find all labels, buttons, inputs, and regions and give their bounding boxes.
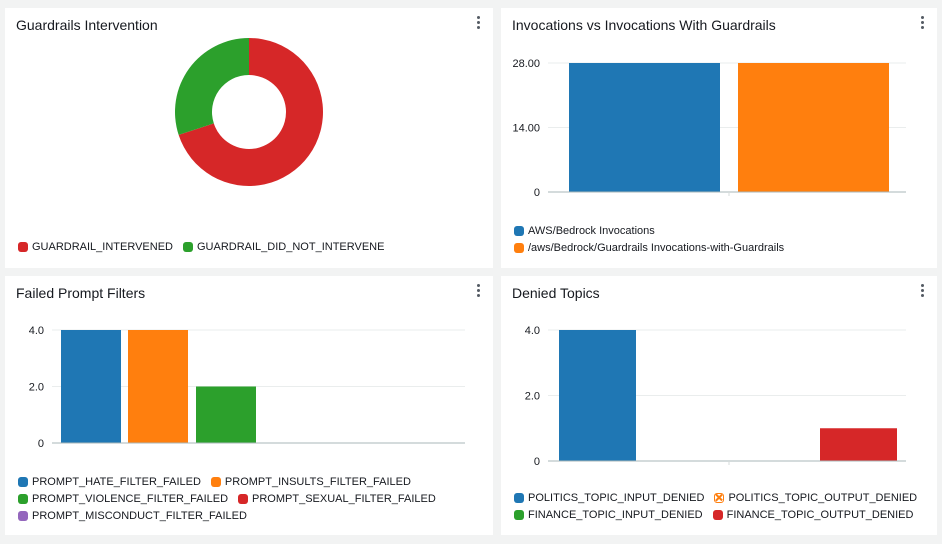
legend-item[interactable]: FINANCE_TOPIC_OUTPUT_DENIED [712,509,914,521]
bar [196,386,256,443]
bar [820,428,897,461]
legend-row: POLITICS_TOPIC_INPUT_DENIED POLITICS_TOPI… [514,492,917,504]
more-options-icon[interactable] [475,284,481,300]
legend-label: PROMPT_SEXUAL_FILTER_FAILED [252,493,436,505]
more-options-icon[interactable] [475,16,481,32]
panel-title: Invocations vs Invocations With Guardrai… [512,17,776,33]
bar-chart: 0 2.0 4.0 [525,325,906,468]
y-tick-label: 0 [38,438,44,450]
legend-item[interactable]: PROMPT_SEXUAL_FILTER_FAILED [238,493,436,505]
panel-failed-prompt-filters: Failed Prompt Filters 0 2.0 4.0 PROMPT_HAT… [5,276,493,535]
series-hidden-icon [714,493,725,503]
legend-item[interactable]: POLITICS_TOPIC_OUTPUT_DENIED [714,492,917,504]
bar-chart: 0 2.0 4.0 [29,325,465,450]
legend-item[interactable]: FINANCE_TOPIC_INPUT_DENIED [514,509,703,521]
legend-swatch-icon [514,226,524,236]
legend-label: PROMPT_HATE_FILTER_FAILED [32,476,201,488]
y-tick-label: 2.0 [29,382,44,394]
legend-row: GUARDRAIL_INTERVENED GUARDRAIL_DID_NOT_IN… [18,241,384,253]
legend-item[interactable]: PROMPT_HATE_FILTER_FAILED [18,476,201,488]
legend-item[interactable]: PROMPT_MISCONDUCT_FILTER_FAILED [18,510,247,522]
chart-legend: GUARDRAIL_INTERVENED GUARDRAIL_DID_NOT_IN… [18,241,384,258]
legend-label: AWS/Bedrock Invocations [528,225,655,237]
y-tick-label: 4.0 [29,325,44,337]
legend-label: POLITICS_TOPIC_INPUT_DENIED [528,492,705,504]
panel-title: Guardrails Intervention [16,17,158,33]
legend-row: /aws/Bedrock/Guardrails Invocations-with… [514,242,784,254]
y-tick-label: 2.0 [525,391,540,403]
y-tick-label: 4.0 [525,325,540,337]
legend-swatch-icon [18,477,28,487]
legend-label: GUARDRAIL_DID_NOT_INTERVENE [197,241,385,253]
panel-invocations: Invocations vs Invocations With Guardrai… [501,8,937,268]
legend-label: POLITICS_TOPIC_OUTPUT_DENIED [728,492,918,504]
legend-item[interactable]: GUARDRAIL_DID_NOT_INTERVENE [183,241,384,253]
legend-swatch-icon [18,511,28,521]
legend-item[interactable]: GUARDRAIL_INTERVENED [18,241,173,253]
legend-item[interactable]: PROMPT_VIOLENCE_FILTER_FAILED [18,493,228,505]
chart-legend: POLITICS_TOPIC_INPUT_DENIED POLITICS_TOPI… [514,492,917,526]
bar [569,63,720,192]
bar [128,330,188,443]
legend-item[interactable]: POLITICS_TOPIC_INPUT_DENIED [514,492,704,504]
bar [559,330,636,461]
legend-item[interactable]: PROMPT_INSULTS_FILTER_FAILED [210,476,411,488]
legend-label: GUARDRAIL_INTERVENED [32,241,173,253]
legend-item[interactable]: AWS/Bedrock Invocations [514,225,655,237]
legend-row: AWS/Bedrock Invocations [514,225,784,237]
legend-label: FINANCE_TOPIC_INPUT_DENIED [528,509,703,521]
legend-row: PROMPT_MISCONDUCT_FILTER_FAILED [18,510,436,522]
y-tick-label: 0 [534,187,540,199]
legend-row: PROMPT_HATE_FILTER_FAILED PROMPT_INSULTS_… [18,476,436,488]
legend-swatch-icon [18,242,28,252]
donut-slice [178,38,323,186]
legend-label: FINANCE_TOPIC_OUTPUT_DENIED [726,509,914,521]
legend-row: PROMPT_VIOLENCE_FILTER_FAILED PROMPT_SEXU… [18,493,436,505]
y-tick-label: 0 [534,456,540,468]
legend-swatch-icon [210,477,221,487]
panel-title: Failed Prompt Filters [16,285,146,301]
legend-swatch-icon [238,494,249,504]
panel-title: Denied Topics [512,285,600,301]
legend-swatch-icon [514,493,524,503]
legend-row: FINANCE_TOPIC_INPUT_DENIED FINANCE_TOPIC_… [514,509,917,521]
legend-label: PROMPT_INSULTS_FILTER_FAILED [224,476,411,488]
legend-item[interactable]: /aws/Bedrock/Guardrails Invocations-with… [514,242,784,254]
y-tick-label: 28.00 [512,58,540,70]
panel-guardrails-intervention: Guardrails Intervention GUARDRAIL_INTERV… [5,8,493,268]
chart-legend: PROMPT_HATE_FILTER_FAILED PROMPT_INSULTS_… [18,476,436,527]
legend-label: PROMPT_VIOLENCE_FILTER_FAILED [32,493,229,505]
y-tick-label: 14.00 [512,123,540,135]
legend-swatch-icon [712,510,723,520]
legend-label: PROMPT_MISCONDUCT_FILTER_FAILED [32,510,247,522]
legend-swatch-icon [514,243,524,253]
bar [738,63,889,192]
legend-swatch-icon [514,510,524,520]
more-options-icon[interactable] [919,16,925,32]
more-options-icon[interactable] [919,284,925,300]
bar [61,330,121,443]
bar-chart: 0 14.00 28.00 [512,58,906,199]
donut-chart [175,38,323,186]
panel-denied-topics: Denied Topics 0 2.0 4.0 POLITICS_TOPIC_INP… [501,276,937,535]
legend-swatch-icon [183,242,193,252]
donut-slice [175,38,249,135]
legend-label: /aws/Bedrock/Guardrails Invocations-with… [528,242,785,254]
chart-legend: AWS/Bedrock Invocations/aws/Bedrock/Guar… [514,225,784,259]
legend-swatch-icon [18,494,28,504]
